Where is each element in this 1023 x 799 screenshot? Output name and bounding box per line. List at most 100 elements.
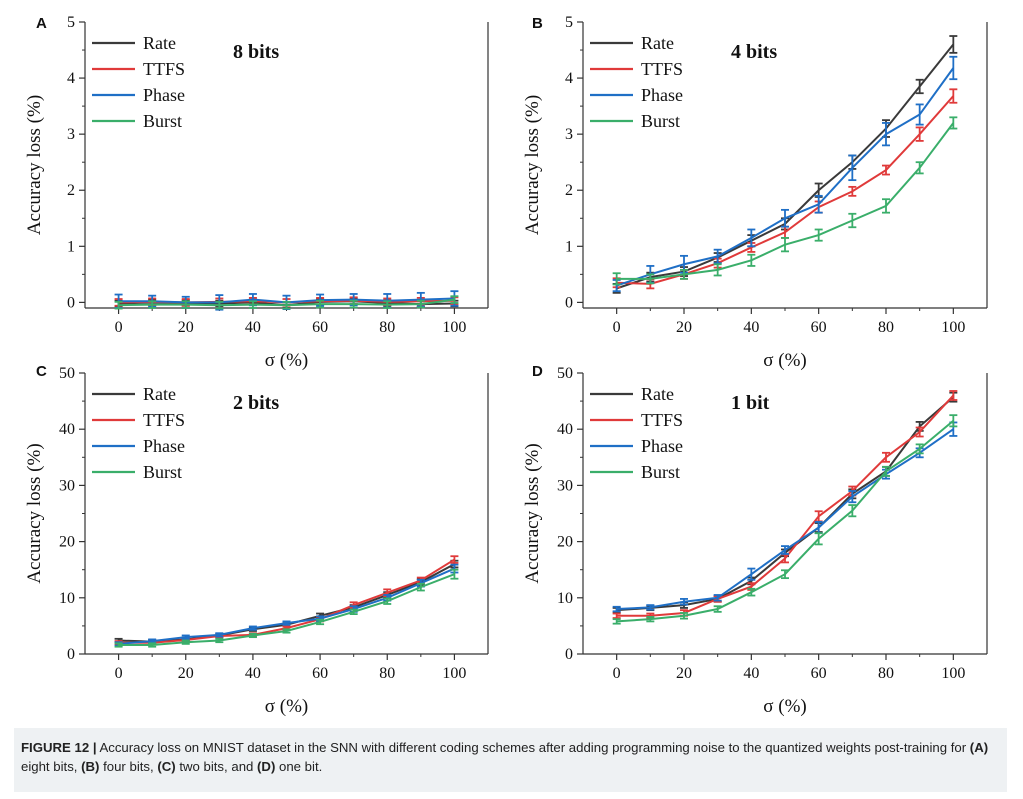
legend: Rate TTFS Phase Burst <box>590 33 683 131</box>
y-tick-label: 50 <box>59 365 75 382</box>
y-tick-label: 30 <box>557 477 573 494</box>
caption-a-label: (A) <box>969 740 989 755</box>
y-tick-label: 2 <box>67 182 75 199</box>
x-tick-label: 20 <box>676 665 692 682</box>
y-tick-label: 1 <box>565 238 573 255</box>
y-tick-label: 50 <box>557 365 573 382</box>
legend: Rate TTFS Phase Burst <box>92 33 185 131</box>
y-tick-label: 0 <box>565 646 573 663</box>
y-axis-title: Accuracy loss (%) <box>522 443 543 583</box>
y-tick-label: 2 <box>565 182 573 199</box>
x-axis-title: σ (%) <box>265 696 308 717</box>
x-axis-title: σ (%) <box>763 350 806 371</box>
series-line <box>616 67 955 287</box>
panel-a: A 0 1 2 3 4 5 0 20 40 60 80 100 σ (%) Accuracy loss (%… <box>24 14 489 371</box>
caption-b-text: four bits, <box>99 759 158 774</box>
y-tick-label: 0 <box>67 646 75 663</box>
y-tick-label: 5 <box>565 14 573 31</box>
figure-caption: FIGURE 12 | Accuracy loss on MNIST datas… <box>14 728 1007 792</box>
y-tick-label: 10 <box>59 590 75 607</box>
y-tick-label: 10 <box>557 590 573 607</box>
y-tick-label: 4 <box>67 70 75 87</box>
panel-title: 4 bits <box>731 41 777 63</box>
panel-d: D 0 10 20 30 40 50 0 20 40 60 80 100 σ (%) Accuracy lo… <box>522 363 988 717</box>
series-burst <box>114 295 459 310</box>
x-tick-label: 20 <box>676 319 692 336</box>
x-tick-label: 40 <box>245 665 261 682</box>
x-tick-label: 0 <box>613 319 621 336</box>
legend-label: Phase <box>641 436 683 456</box>
legend-label: Rate <box>641 384 674 404</box>
legend-label: Phase <box>641 85 683 105</box>
x-tick-label: 100 <box>941 319 965 336</box>
caption-b-label: (B) <box>81 759 100 774</box>
x-tick-label: 20 <box>178 319 194 336</box>
legend-label: Rate <box>143 33 176 53</box>
legend-label: TTFS <box>641 59 683 79</box>
y-tick-label: 5 <box>67 14 75 31</box>
x-tick-label: 60 <box>811 319 827 336</box>
caption-c-label: (C) <box>157 759 176 774</box>
legend-label: Phase <box>143 85 185 105</box>
panel-title: 8 bits <box>233 41 279 63</box>
y-tick-label: 1 <box>67 238 75 255</box>
series-line <box>616 428 954 611</box>
x-tick-label: 60 <box>312 319 328 336</box>
series-line <box>616 394 955 617</box>
panel-title: 2 bits <box>233 392 279 414</box>
x-tick-label: 80 <box>878 319 894 336</box>
y-tick-label: 4 <box>565 70 573 87</box>
y-axis-title: Accuracy loss (%) <box>24 443 45 583</box>
y-axis-title: Accuracy loss (%) <box>522 95 543 235</box>
x-tick-label: 100 <box>442 665 466 682</box>
panel-letter: C <box>36 363 47 380</box>
legend-label: Phase <box>143 436 185 456</box>
y-tick-label: 3 <box>565 126 573 143</box>
series-line <box>118 573 455 647</box>
y-tick-label: 0 <box>565 294 573 311</box>
panel-b: B 0 1 2 3 4 5 0 20 40 60 80 100 σ (%) Accuracy loss (%… <box>522 14 988 371</box>
x-tick-label: 100 <box>442 319 466 336</box>
legend: Rate TTFS Phase Burst <box>590 384 683 482</box>
y-tick-label: 20 <box>557 534 573 551</box>
y-tick-label: 40 <box>59 421 75 438</box>
legend-label: TTFS <box>143 59 185 79</box>
y-axis-title: Accuracy loss (%) <box>24 95 45 235</box>
x-tick-label: 40 <box>245 319 261 336</box>
legend-label: Burst <box>143 462 182 482</box>
series-line <box>616 420 954 623</box>
caption-d-text: one bit. <box>275 759 323 774</box>
x-tick-label: 80 <box>878 665 894 682</box>
x-tick-label: 40 <box>743 665 759 682</box>
panel-letter: A <box>36 15 47 32</box>
x-tick-label: 80 <box>379 319 395 336</box>
legend-label: TTFS <box>641 410 683 430</box>
series-burst <box>612 414 958 625</box>
series-line <box>118 567 455 645</box>
x-tick-label: 0 <box>613 665 621 682</box>
y-tick-label: 20 <box>59 534 75 551</box>
legend: Rate TTFS Phase Burst <box>92 384 185 482</box>
series-line <box>616 95 955 285</box>
series-burst <box>612 116 958 286</box>
x-tick-label: 80 <box>379 665 395 682</box>
x-tick-label: 20 <box>178 665 194 682</box>
caption-text: Accuracy loss on MNIST dataset in the SN… <box>96 740 970 755</box>
legend-label: Rate <box>143 384 176 404</box>
y-tick-label: 0 <box>67 294 75 311</box>
series-line <box>118 298 455 307</box>
series-line <box>118 558 455 644</box>
legend-label: Burst <box>143 111 182 131</box>
series-phase <box>612 55 958 293</box>
caption-c-text: two bits, and <box>175 759 258 774</box>
panel-c: C 0 10 20 30 40 50 0 20 40 60 80 100 σ (%) Accuracy lo… <box>24 363 489 717</box>
legend-label: Burst <box>641 111 680 131</box>
panel-letter: B <box>532 15 543 32</box>
legend-label: Rate <box>641 33 674 53</box>
x-tick-label: 0 <box>115 665 123 682</box>
series-line <box>616 122 955 280</box>
x-tick-label: 0 <box>115 319 123 336</box>
panel-title: 1 bit <box>731 392 770 414</box>
x-tick-label: 60 <box>312 665 328 682</box>
